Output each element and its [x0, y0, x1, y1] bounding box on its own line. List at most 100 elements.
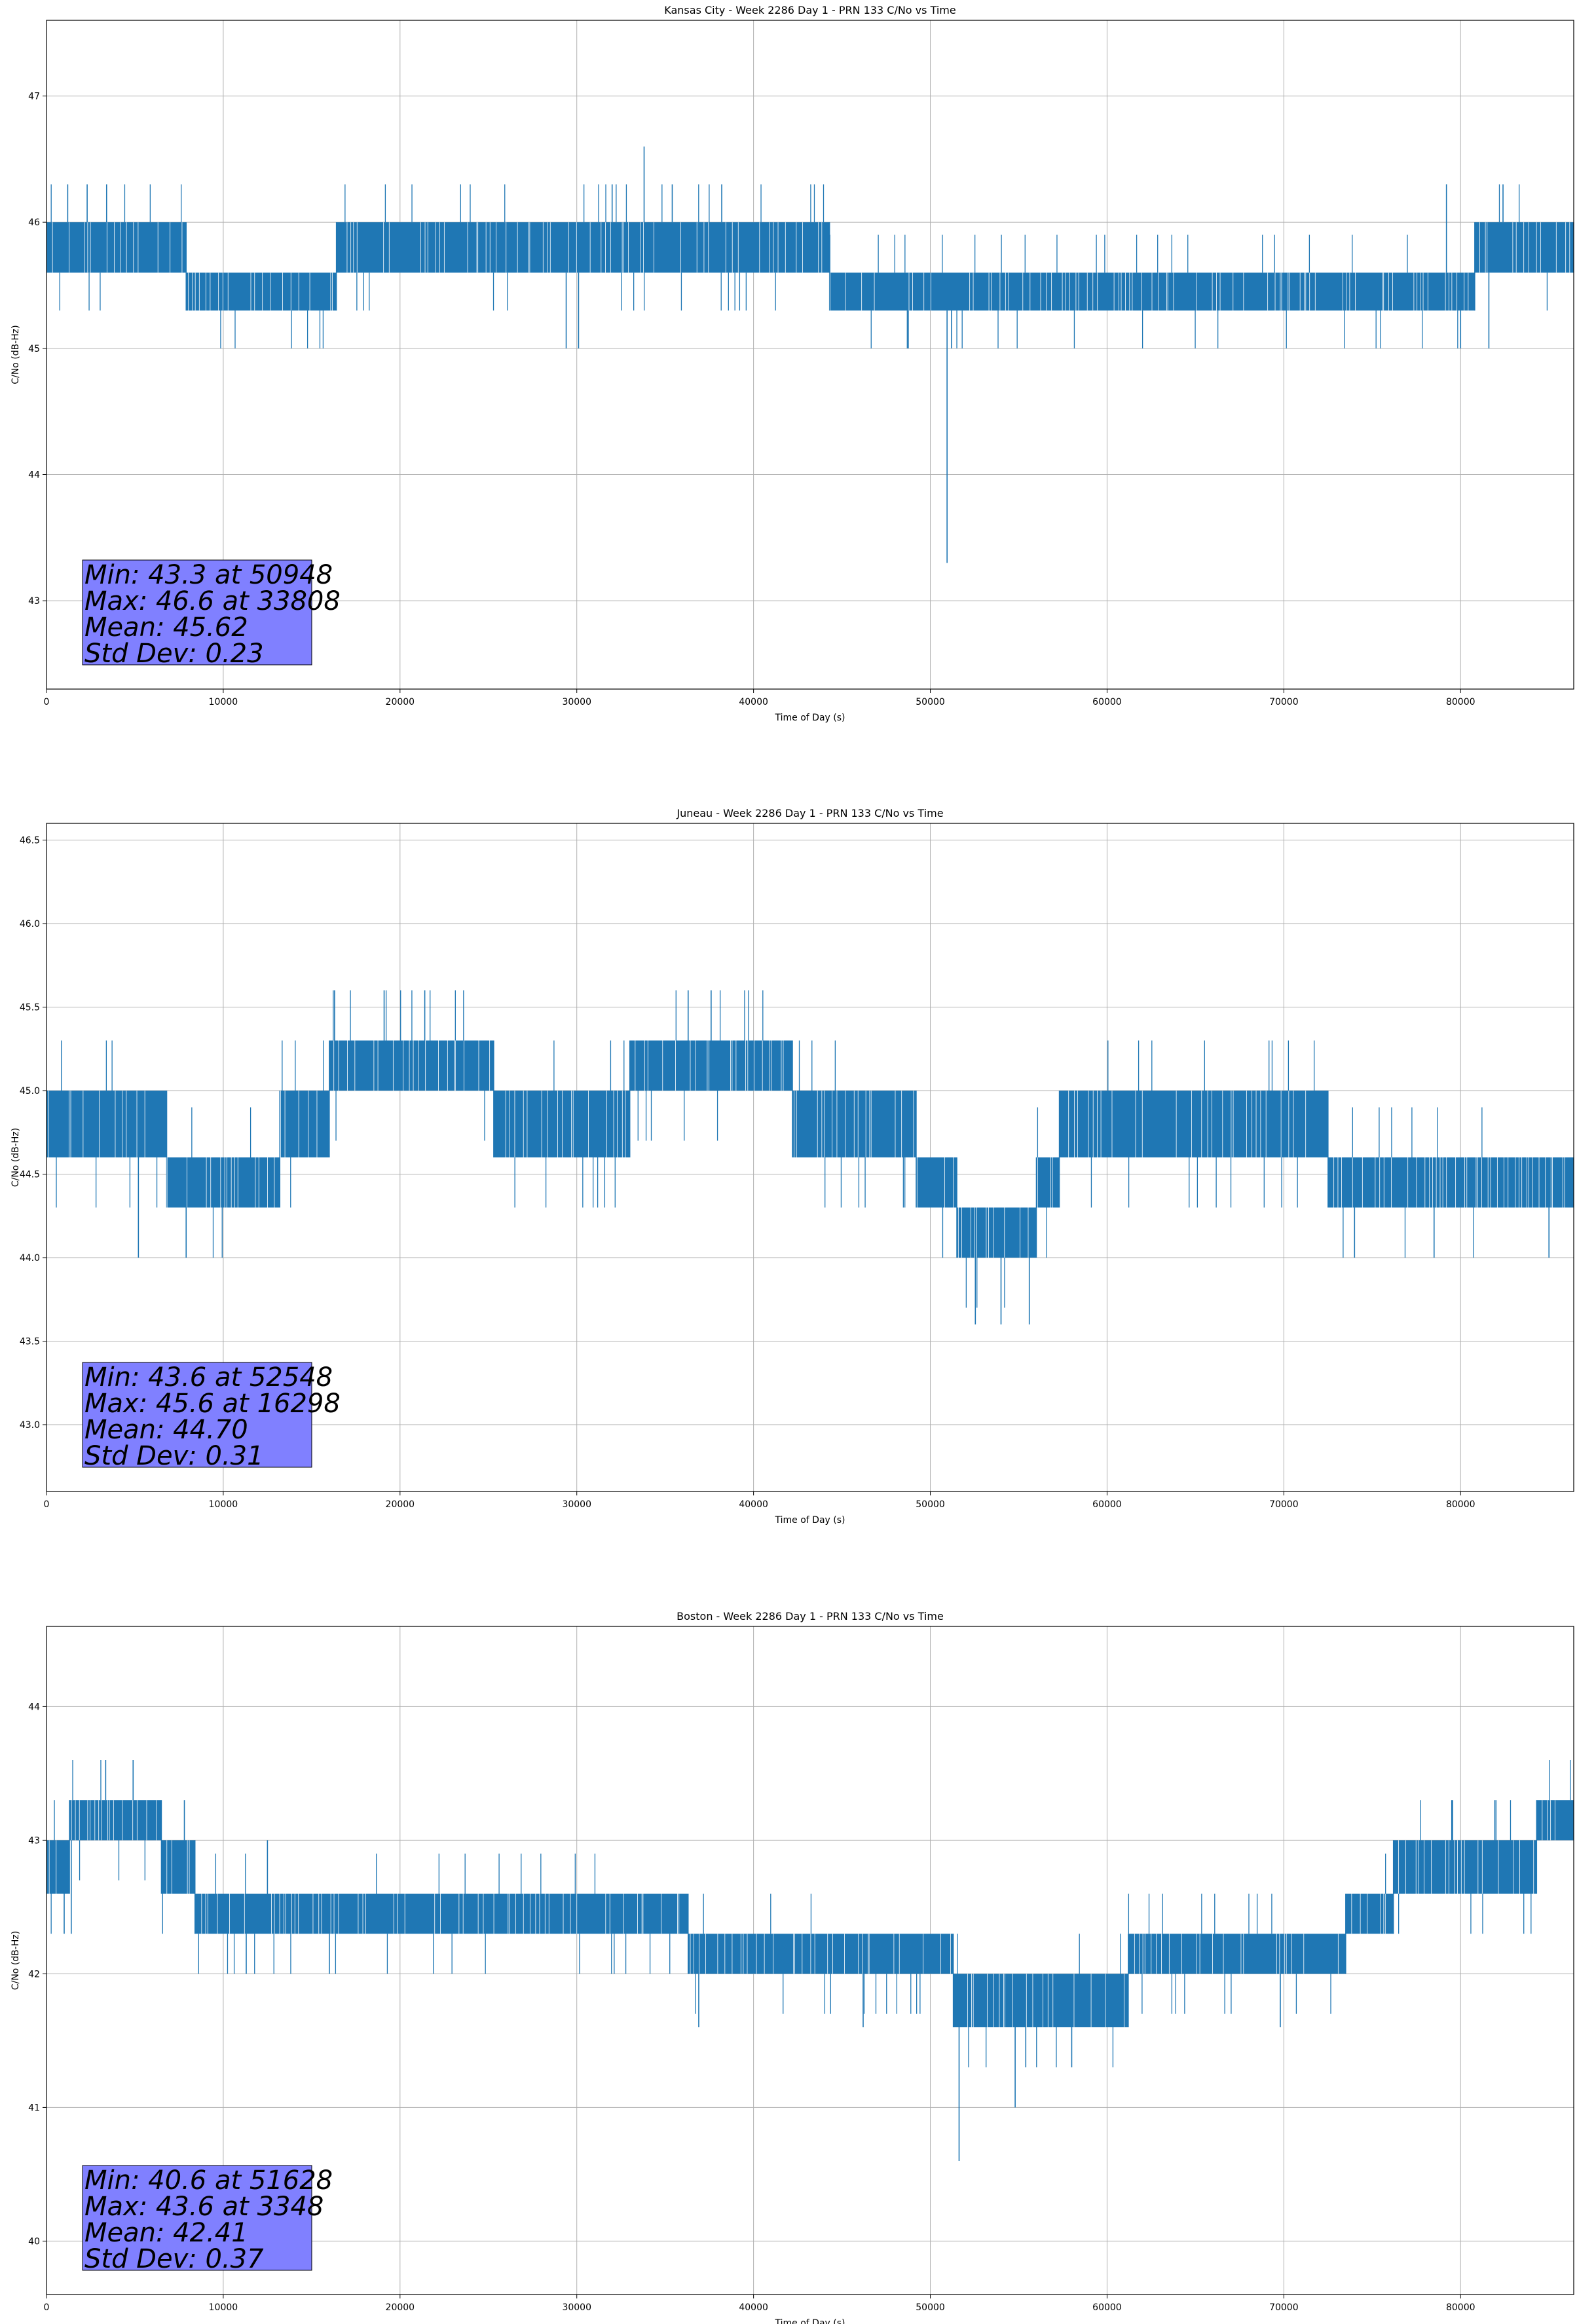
y-tick-label: 44.0: [20, 1253, 40, 1264]
data-band: [1059, 1091, 1328, 1157]
data-band: [493, 1091, 630, 1157]
y-tick-label: 44: [28, 470, 40, 481]
y-tick-label: 47: [28, 92, 40, 102]
y-tick-label: 46.0: [20, 919, 40, 929]
data-band: [1327, 1157, 1574, 1208]
y-axis-label: C/No (dB-Hz): [10, 1931, 21, 1990]
stats-box-background: [82, 1362, 312, 1468]
x-tick-label: 10000: [209, 697, 238, 707]
x-tick-label: 0: [44, 2302, 50, 2313]
data-band: [186, 272, 337, 311]
x-tick-label: 40000: [739, 1499, 768, 1510]
x-tick-label: 80000: [1446, 697, 1475, 707]
data-band: [1128, 1934, 1346, 1974]
x-tick-label: 50000: [916, 697, 945, 707]
data-band: [69, 1800, 162, 1841]
x-tick-label: 10000: [209, 1499, 238, 1510]
data-band: [280, 1091, 329, 1157]
x-tick-label: 0: [44, 1499, 50, 1510]
data-band: [1393, 1840, 1537, 1894]
data-band: [953, 1974, 1128, 2027]
y-tick-label: 45.5: [20, 1003, 40, 1013]
stats-mean: Mean: 45.62: [84, 612, 248, 643]
stats-std: Std Dev: 0.23: [84, 639, 264, 669]
y-tick-label: 46.5: [20, 836, 40, 846]
stats-box-background: [82, 2165, 312, 2271]
stats-min: Min: 43.6 at 52548: [84, 1362, 333, 1393]
x-tick-label: 50000: [916, 2302, 945, 2313]
x-tick-label: 20000: [386, 2302, 415, 2313]
data-band: [195, 1894, 688, 1934]
y-axis-label: C/No (dB-Hz): [10, 1128, 21, 1187]
stats-min: Min: 43.3 at 50948: [84, 560, 333, 590]
stats-std: Std Dev: 0.37: [84, 2244, 264, 2274]
y-tick-label: 44.5: [20, 1170, 40, 1180]
stats-std: Std Dev: 0.31: [84, 1441, 264, 1471]
x-tick-label: 30000: [562, 1499, 591, 1510]
data-band: [957, 1207, 1037, 1258]
y-tick-label: 45: [28, 344, 40, 354]
x-axis-label: Time of Day (s): [775, 1515, 845, 1526]
x-tick-label: 0: [44, 697, 50, 707]
x-axis-label: Time of Day (s): [775, 2318, 845, 2324]
y-tick-label: 46: [28, 217, 40, 228]
x-tick-label: 20000: [386, 1499, 415, 1510]
axes-frame: [46, 1626, 1574, 2295]
x-tick-label: 10000: [209, 2302, 238, 2313]
data-band: [46, 1840, 70, 1894]
x-axis-label: Time of Day (s): [775, 713, 845, 723]
x-tick-label: 80000: [1446, 2302, 1475, 2313]
chart-panel-0: 0 10000 20000 30000 40000 50000 60000 70000 8000…: [10, 4, 1574, 723]
x-tick-label: 40000: [739, 697, 768, 707]
axes-frame: [46, 823, 1574, 1492]
chart-title: Juneau - Week 2286 Day 1 - PRN 133 C/No …: [676, 807, 943, 819]
chart-panel-2: 0 10000 20000 30000 40000 50000 60000 70000 8000…: [10, 1610, 1574, 2324]
data-band: [336, 222, 830, 273]
y-tick-label: 40: [28, 2236, 40, 2247]
data-band: [1345, 1894, 1394, 1934]
stats-max: Max: 43.6 at 3348: [84, 2192, 324, 2222]
x-tick-label: 60000: [1092, 2302, 1122, 2313]
data-series: [46, 146, 1574, 563]
y-tick-label: 43: [28, 1835, 40, 1846]
x-tick-label: 70000: [1269, 2302, 1299, 2313]
data-band: [1036, 1157, 1060, 1208]
x-tick-label: 20000: [386, 697, 415, 707]
chart-title: Kansas City - Week 2286 Day 1 - PRN 133 …: [664, 4, 955, 16]
data-series: [46, 1760, 1574, 2161]
data-band: [916, 1157, 957, 1208]
axes-frame: [46, 20, 1574, 690]
x-tick-label: 80000: [1446, 1499, 1475, 1510]
x-tick-label: 30000: [562, 697, 591, 707]
y-tick-label: 45.0: [20, 1086, 40, 1096]
stats-mean: Mean: 44.70: [84, 1415, 248, 1445]
stats-max: Max: 45.6 at 16298: [84, 1389, 341, 1419]
data-band: [161, 1840, 195, 1894]
x-tick-label: 70000: [1269, 1499, 1299, 1510]
y-tick-label: 43: [28, 596, 40, 607]
stats-box-background: [82, 559, 312, 665]
chart-panel-1: 0 10000 20000 30000 40000 50000 60000 70000 8000…: [10, 807, 1574, 1526]
data-band: [629, 1040, 793, 1091]
data-band: [1474, 222, 1574, 273]
stats-mean: Mean: 42.41: [84, 2218, 248, 2248]
x-tick-label: 30000: [562, 2302, 591, 2313]
stats-max: Max: 46.6 at 33808: [84, 586, 341, 616]
data-band: [46, 1091, 167, 1157]
x-tick-label: 60000: [1092, 1499, 1122, 1510]
y-tick-label: 41: [28, 2103, 40, 2113]
y-tick-label: 42: [28, 1969, 40, 1979]
x-tick-label: 40000: [739, 2302, 768, 2313]
y-tick-label: 43.5: [20, 1337, 40, 1347]
y-tick-label: 43.0: [20, 1420, 40, 1431]
x-tick-label: 50000: [916, 1499, 945, 1510]
data-band: [329, 1040, 494, 1091]
y-axis-label: C/No (dB-Hz): [10, 325, 21, 384]
data-series: [46, 990, 1574, 1324]
x-tick-label: 70000: [1269, 697, 1299, 707]
x-tick-label: 60000: [1092, 697, 1122, 707]
